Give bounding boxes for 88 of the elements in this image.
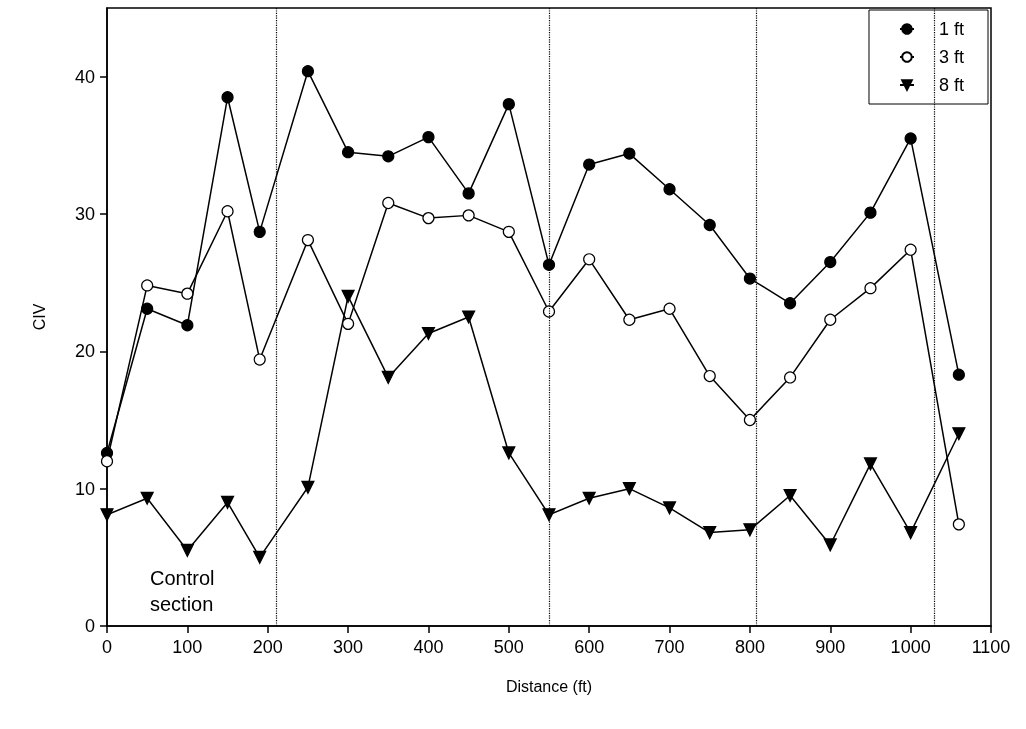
point	[502, 98, 515, 111]
point	[180, 543, 194, 558]
y-tick-label: 40	[74, 66, 95, 87]
point	[623, 147, 636, 160]
point	[253, 225, 266, 238]
point	[100, 508, 114, 522]
legend-label: 3 ft	[938, 47, 964, 67]
point	[622, 482, 636, 496]
point	[382, 196, 395, 210]
legend-label: 1 ft	[938, 19, 964, 39]
point	[904, 132, 917, 145]
point	[462, 187, 475, 200]
point	[743, 272, 757, 285]
point	[542, 258, 556, 271]
point	[141, 279, 154, 292]
point	[462, 310, 476, 324]
point	[220, 495, 235, 509]
point	[542, 305, 556, 318]
point	[181, 287, 194, 300]
point	[703, 218, 716, 232]
point	[663, 302, 676, 315]
point	[863, 457, 878, 471]
y-tick-label: 30	[74, 204, 95, 224]
point	[582, 491, 596, 505]
point	[952, 368, 965, 381]
x-tick-label: 1000	[890, 637, 931, 657]
y-tick-label: 20	[74, 341, 95, 362]
point	[824, 313, 837, 326]
x-tick-label: 1100	[971, 637, 1011, 657]
point	[341, 289, 355, 303]
point	[663, 183, 676, 196]
point	[583, 158, 596, 171]
point	[662, 501, 677, 515]
point	[542, 508, 556, 522]
x-axis-title: Distance (ft)	[505, 677, 593, 695]
point	[864, 206, 877, 219]
x-tick-label: 800	[734, 637, 765, 657]
point	[783, 488, 797, 503]
point	[784, 297, 797, 310]
point	[422, 131, 435, 144]
x-tick-label: 200	[252, 637, 283, 657]
point	[904, 243, 917, 256]
point	[703, 369, 716, 383]
point	[583, 253, 596, 266]
point	[952, 518, 965, 531]
point	[253, 550, 267, 564]
x-tick-label: 0	[101, 637, 113, 657]
point	[623, 313, 636, 326]
point	[502, 446, 516, 460]
point	[462, 209, 475, 222]
point	[342, 146, 355, 159]
point	[904, 526, 918, 540]
point	[301, 480, 315, 494]
point	[140, 491, 154, 505]
y-tick-label: 0	[84, 616, 95, 636]
x-tick-label: 700	[654, 637, 685, 657]
point	[703, 526, 717, 540]
point	[422, 212, 435, 225]
point	[382, 150, 395, 163]
point	[502, 225, 515, 238]
y-tick-label: 10	[74, 478, 95, 499]
point	[824, 255, 837, 269]
point	[301, 234, 315, 247]
x-tick-label: 500	[493, 637, 524, 657]
point	[253, 353, 266, 366]
point	[864, 282, 877, 295]
point	[743, 523, 757, 537]
point	[823, 538, 837, 552]
point	[784, 371, 797, 384]
point	[421, 326, 436, 341]
point	[743, 413, 757, 427]
annotation: Control section	[150, 567, 215, 615]
point	[141, 302, 154, 315]
x-tick-label: 100	[172, 637, 203, 657]
x-tick-label: 600	[574, 637, 605, 657]
point	[221, 205, 234, 218]
point	[100, 455, 114, 468]
point	[301, 65, 315, 78]
point	[952, 427, 966, 441]
x-tick-label: 400	[413, 637, 444, 657]
point	[181, 319, 194, 332]
point	[221, 91, 234, 104]
legend-label: 8 ft	[938, 75, 964, 95]
y-axis-title: CIV	[30, 303, 48, 331]
x-tick-label: 300	[333, 637, 364, 657]
x-tick-label: 900	[815, 637, 846, 657]
point	[381, 370, 395, 385]
point	[342, 317, 355, 330]
